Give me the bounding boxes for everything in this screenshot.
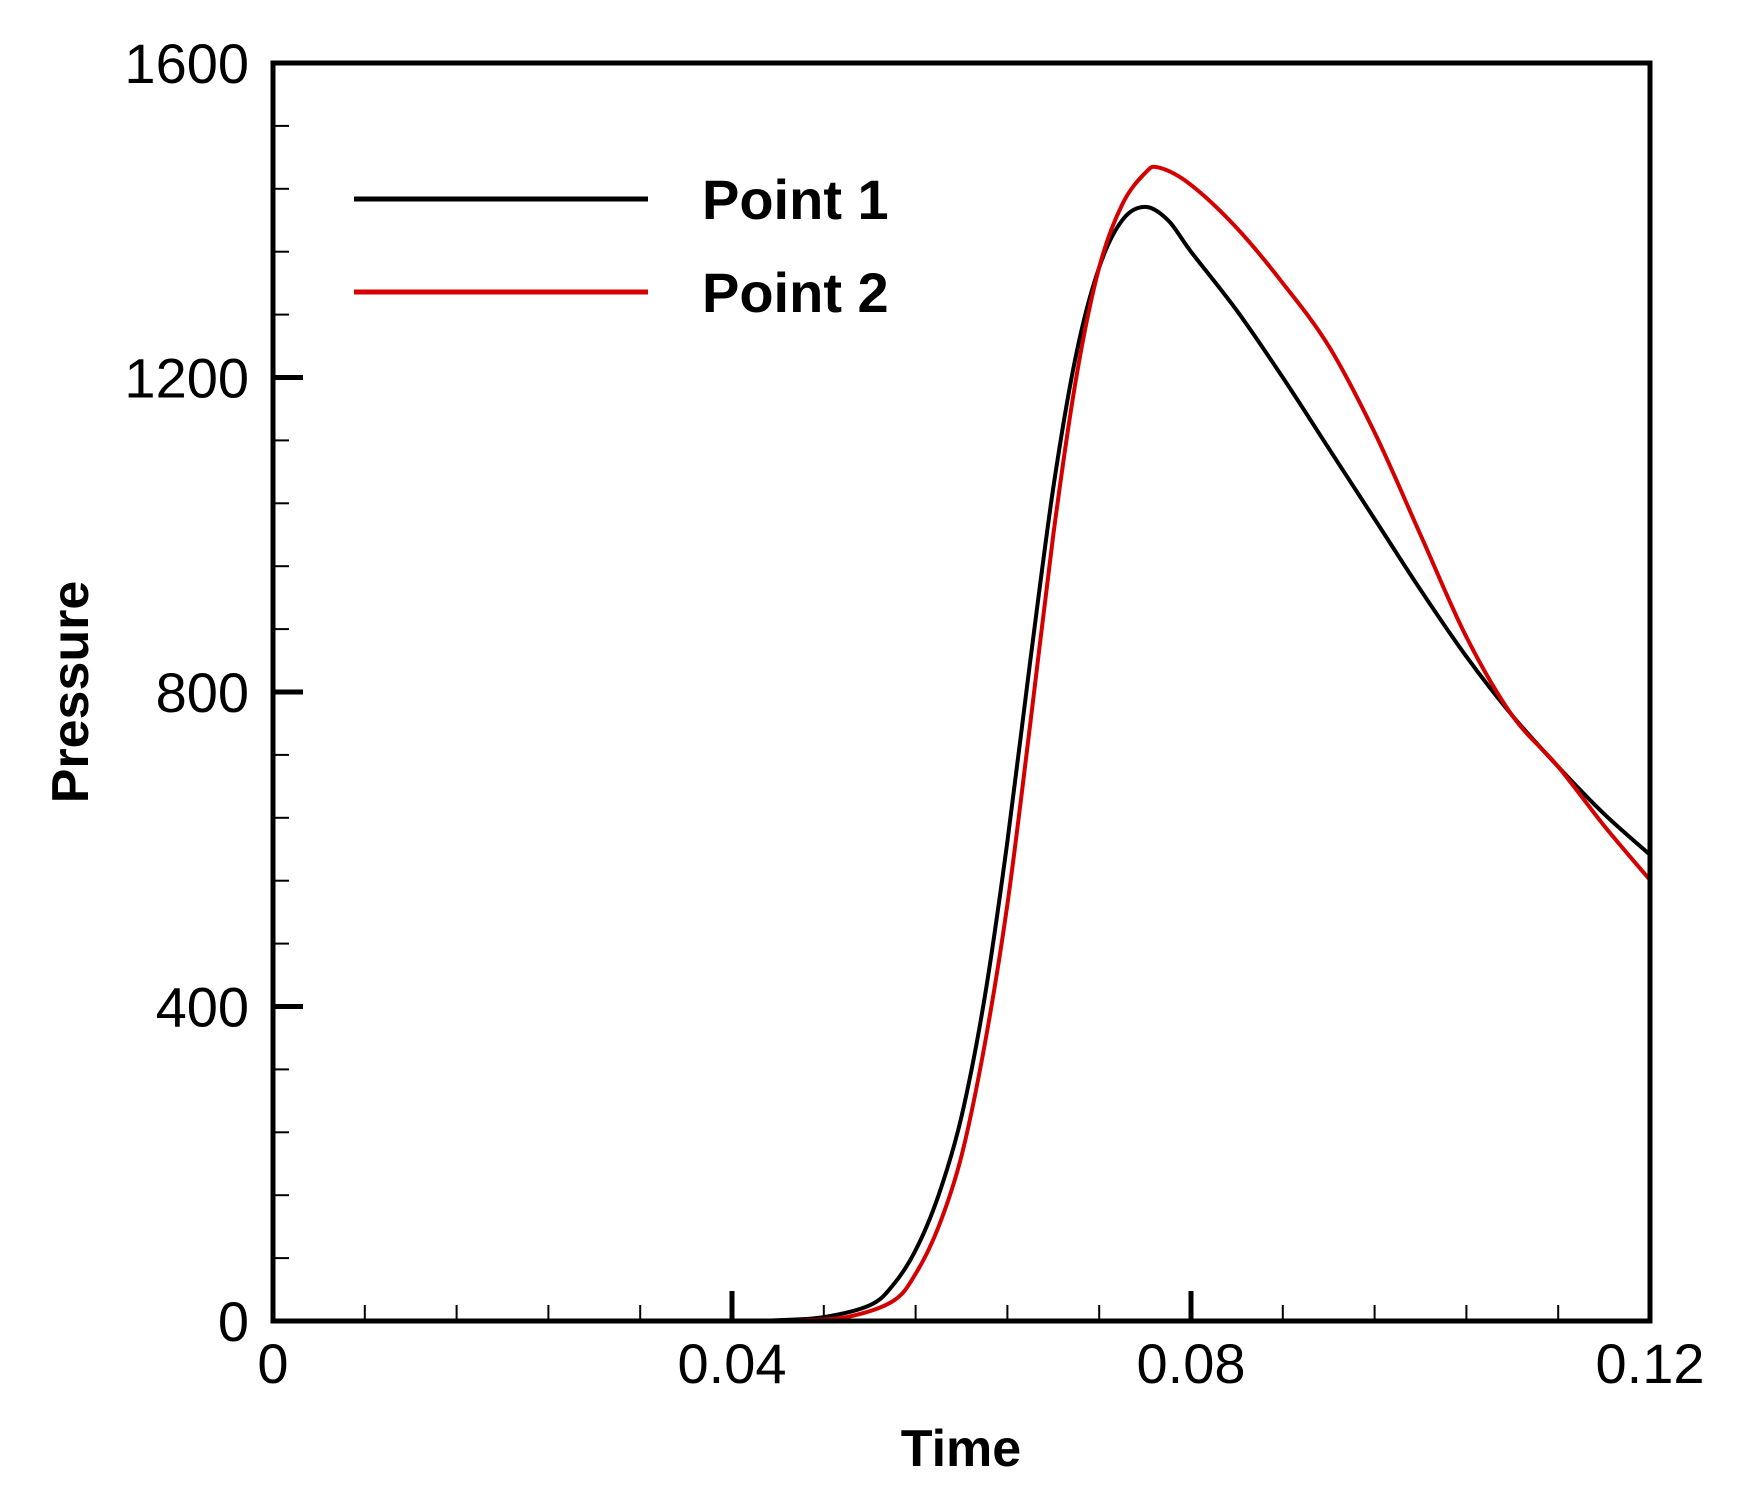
x-tick-label: 0.12 bbox=[1596, 1332, 1705, 1395]
legend-label-point-1: Point 1 bbox=[702, 168, 889, 231]
x-tick-labels: 0 0.04 0.08 0.12 bbox=[257, 1332, 1704, 1395]
y-tick-label: 400 bbox=[156, 976, 249, 1039]
series-layer bbox=[731, 164, 1652, 1323]
y-tick-label: 0 bbox=[218, 1290, 249, 1353]
legend-label-point-2: Point 2 bbox=[702, 261, 889, 324]
x-axis-title: Time bbox=[901, 1420, 1021, 1478]
plot-frame bbox=[270, 60, 1653, 1324]
series-line-2 bbox=[754, 164, 1652, 1323]
x-tick-label: 0.08 bbox=[1137, 1332, 1246, 1395]
x-tick-label: 0.04 bbox=[678, 1332, 787, 1395]
y-tick-label: 1200 bbox=[124, 347, 249, 410]
y-tick-label: 800 bbox=[156, 661, 249, 724]
x-tick-label: 0 bbox=[257, 1332, 288, 1395]
major-ticks bbox=[270, 60, 1653, 1324]
y-axis-title: Pressure bbox=[42, 581, 100, 804]
y-tick-labels: 0 400 800 1200 1600 bbox=[124, 32, 249, 1353]
legend: Point 1 Point 2 bbox=[354, 168, 889, 324]
series-line-1 bbox=[731, 204, 1652, 1323]
minor-ticks bbox=[272, 62, 1651, 1322]
y-tick-label: 1600 bbox=[124, 32, 249, 95]
